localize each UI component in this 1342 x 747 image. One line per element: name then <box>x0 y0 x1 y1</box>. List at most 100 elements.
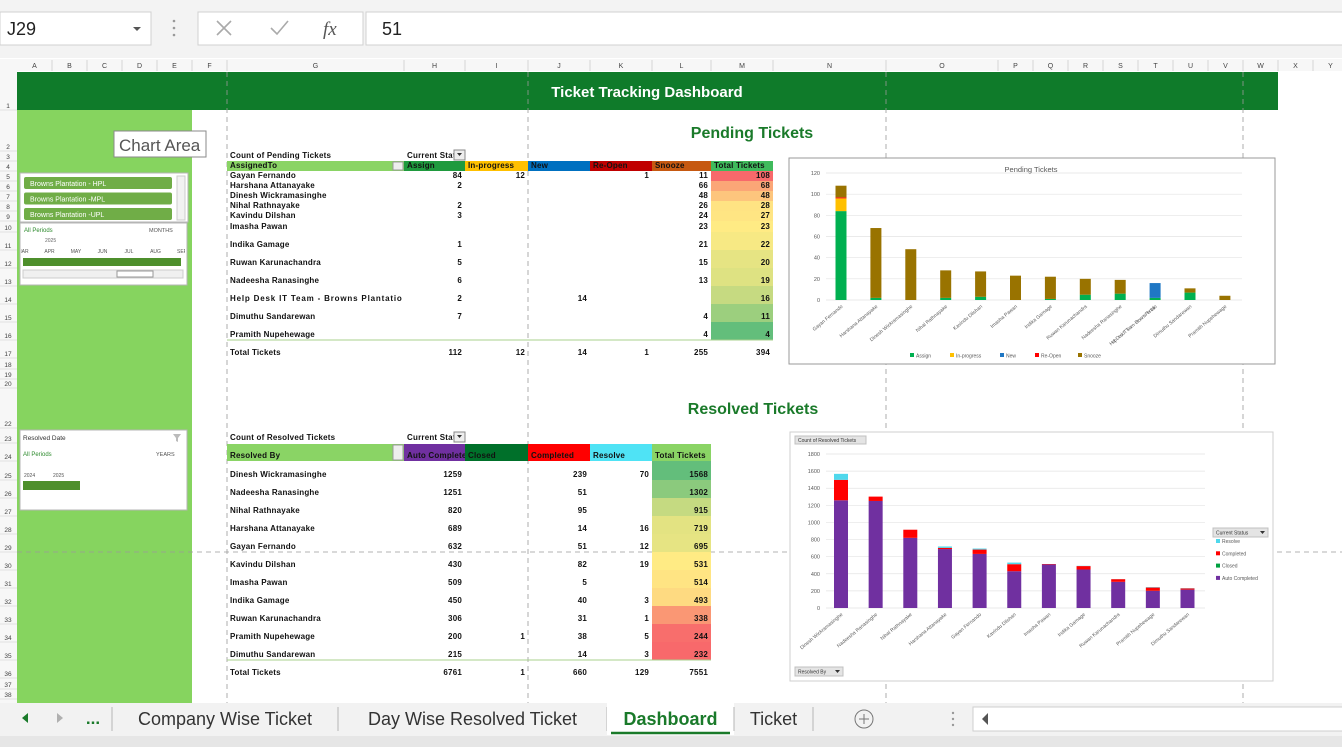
timeline-bar[interactable] <box>23 258 181 266</box>
column-header[interactable]: J <box>557 63 561 70</box>
column-header[interactable]: N <box>827 63 832 70</box>
row-total: 1302 <box>689 488 708 497</box>
column-header[interactable]: A <box>32 63 37 70</box>
row-header[interactable]: 14 <box>4 297 12 304</box>
row-header[interactable]: 38 <box>4 692 12 699</box>
row-header[interactable]: 13 <box>4 279 12 286</box>
row-header[interactable]: 36 <box>4 671 12 678</box>
row-header[interactable]: 3 <box>6 154 10 161</box>
column-header[interactable]: T <box>1153 63 1158 70</box>
name-box-arrow[interactable] <box>133 27 141 31</box>
column-header[interactable]: E <box>172 63 177 70</box>
column-header[interactable]: P <box>1013 63 1018 70</box>
slicer-scrollbar[interactable] <box>176 175 186 221</box>
row-header[interactable]: 18 <box>4 362 12 369</box>
column-header[interactable]: Y <box>1328 63 1333 70</box>
row-header[interactable]: 1 <box>6 103 10 110</box>
scroll-left[interactable] <box>982 713 988 725</box>
row-header[interactable]: 6 <box>6 184 10 191</box>
column-header[interactable]: X <box>1293 63 1298 70</box>
column-header[interactable]: Q <box>1048 63 1054 70</box>
row-header[interactable]: 28 <box>4 527 12 534</box>
row-header[interactable]: 37 <box>4 682 12 689</box>
sheet-tab[interactable]: Ticket <box>750 709 797 729</box>
column-header[interactable]: C <box>102 63 107 70</box>
row-header[interactable]: 35 <box>4 653 12 660</box>
enter-icon[interactable] <box>270 20 289 36</box>
column-header[interactable]: S <box>1118 63 1123 70</box>
row-header[interactable]: 8 <box>6 204 10 211</box>
field-button-label: Current Status <box>1216 531 1249 537</box>
column-header[interactable]: M <box>739 63 745 70</box>
row-header[interactable]: 5 <box>6 174 10 181</box>
row-header[interactable]: 32 <box>4 599 12 606</box>
grand-total: 7551 <box>689 668 708 677</box>
column-header[interactable]: O <box>939 63 945 70</box>
name-box[interactable] <box>0 11 152 46</box>
column-header[interactable]: U <box>1188 63 1193 70</box>
horizontal-scrollbar[interactable] <box>972 706 1342 732</box>
tab-next[interactable] <box>57 713 63 723</box>
timeline-filter-icon[interactable] <box>173 434 181 442</box>
row-header[interactable]: 24 <box>4 454 12 461</box>
row-header[interactable]: 26 <box>4 491 12 498</box>
row-header[interactable]: 16 <box>4 333 12 340</box>
timeline-thumb[interactable] <box>116 270 154 278</box>
row-header[interactable]: 22 <box>4 421 12 428</box>
column-header[interactable]: G <box>313 63 318 70</box>
row-header[interactable]: 25 <box>4 473 12 480</box>
column-header[interactable]: V <box>1223 63 1228 70</box>
row-header[interactable]: 19 <box>4 372 12 379</box>
cell-value: 5 <box>582 578 587 587</box>
row-header[interactable]: 15 <box>4 315 12 322</box>
sheet-tab[interactable]: Dashboard <box>623 709 717 729</box>
cell-value: 51 <box>578 488 588 497</box>
row-header[interactable]: 29 <box>4 545 12 552</box>
row-header[interactable]: 11 <box>5 243 12 250</box>
row-field-filter[interactable] <box>392 444 404 461</box>
row-header[interactable]: 27 <box>4 509 12 516</box>
field-button[interactable] <box>1212 527 1269 538</box>
row-field-filter[interactable] <box>392 161 404 171</box>
formula-input[interactable] <box>365 11 1342 46</box>
column-header[interactable]: I <box>496 63 498 70</box>
column-header[interactable]: B <box>67 63 72 70</box>
column-header[interactable]: R <box>1083 63 1088 70</box>
new-sheet[interactable] <box>854 709 874 729</box>
row-header[interactable]: 23 <box>4 436 12 443</box>
slicer-item[interactable] <box>24 177 172 189</box>
row-header[interactable]: 30 <box>4 563 12 570</box>
column-header[interactable]: W <box>1257 63 1264 70</box>
timeline-scrollbar[interactable] <box>22 269 184 279</box>
total-cell <box>711 191 773 201</box>
row-header[interactable]: 10 <box>4 225 12 232</box>
column-header[interactable]: H <box>432 63 437 70</box>
row-header[interactable]: 2 <box>6 144 10 151</box>
row-header[interactable]: 12 <box>4 261 12 268</box>
pending-chart-area[interactable] <box>788 157 1276 365</box>
date-timeline-bar[interactable] <box>23 481 80 490</box>
row-header[interactable]: 31 <box>4 581 12 588</box>
insert-function[interactable]: fx <box>323 19 337 40</box>
row-header[interactable]: 34 <box>4 635 12 642</box>
tab-prev[interactable] <box>22 713 28 723</box>
field-button[interactable] <box>794 666 844 677</box>
slicer-item[interactable] <box>24 192 172 205</box>
row-header[interactable]: 4 <box>6 164 10 171</box>
sheet-tab[interactable]: Company Wise Ticket <box>138 709 312 729</box>
row-header[interactable]: 17 <box>4 351 12 358</box>
row-header[interactable]: 33 <box>4 617 12 624</box>
column-header[interactable]: D <box>137 63 142 70</box>
sheet-tab[interactable]: Day Wise Resolved Ticket <box>368 709 577 729</box>
field-button[interactable] <box>794 435 867 445</box>
column-header[interactable]: L <box>680 63 684 70</box>
row-header[interactable]: 7 <box>6 194 10 201</box>
column-header[interactable]: K <box>619 63 624 70</box>
row-name: Indika Gamage <box>230 596 290 605</box>
row-header[interactable]: 20 <box>4 381 12 388</box>
row-header[interactable]: 9 <box>6 214 10 221</box>
cancel-icon[interactable] <box>216 20 232 36</box>
column-header[interactable]: F <box>207 63 211 70</box>
slicer-item[interactable] <box>24 208 172 220</box>
tab-overflow[interactable]: ... <box>86 709 100 728</box>
